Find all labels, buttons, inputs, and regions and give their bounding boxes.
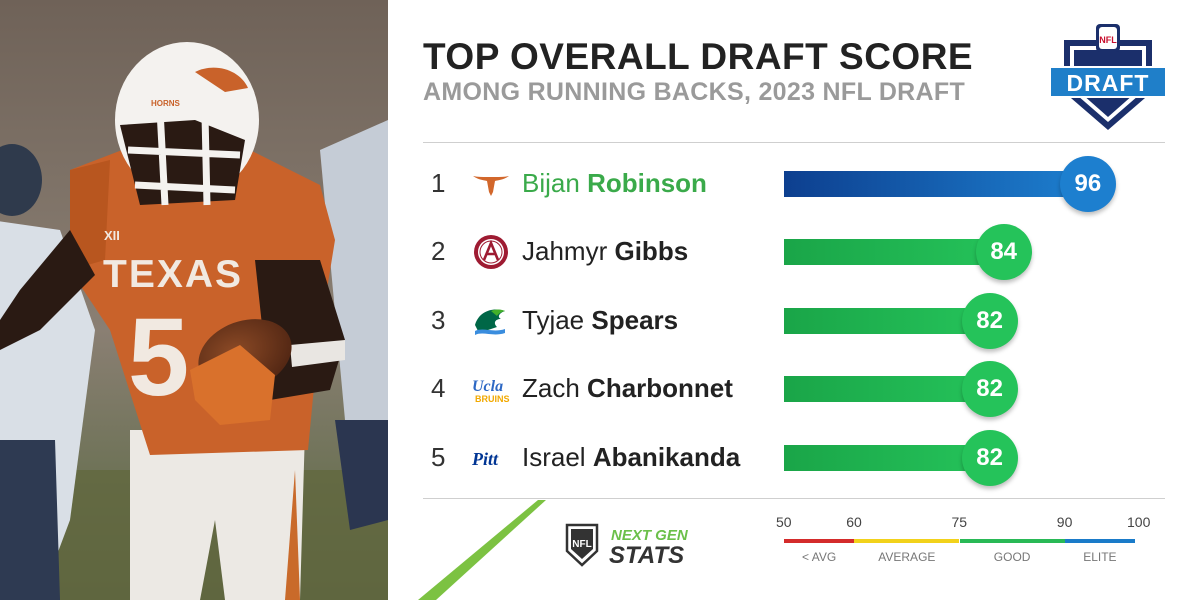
ngs-line1: NEXT GEN [611,527,689,544]
player-row: 1 Bijan Robinson 96 [388,154,1200,214]
rank-label: 4 [431,373,446,403]
player-last-name: Abanikanda [592,442,741,472]
pitt-logo-text: Pitt [471,449,499,469]
score-badge: 84 [975,224,1032,280]
ngs-nfl-text: NFL [572,539,591,550]
scale-tick-label: 75 [951,514,968,530]
score-badge: 82 [961,430,1018,486]
scale-segment [854,539,960,543]
nfl-draft-logo: NFL DRAFT [1049,24,1167,130]
scale-segment-label: GOOD [993,550,1031,564]
scale-segment-label: < AVG [802,550,837,564]
player-row: 3 Tyjae Spears 82 [388,291,1200,351]
player-first-name: Zach [522,373,580,403]
jersey-texas-text: TEXAS [103,253,243,296]
scale-segment-label: AVERAGE [878,550,936,564]
player-photo: HORNS TEXAS 5 XII [0,0,388,600]
header-divider [423,142,1165,143]
score-bar [784,308,990,334]
next-gen-stats-logo: NFL NEXT GEN STATS [565,521,715,574]
accent-stripe [418,500,546,600]
scale-segment [959,539,1065,543]
draft-logo-text: DRAFT [1067,70,1150,96]
score-badge: 96 [1059,156,1116,212]
alabama-icon [474,235,508,269]
helmet-text: HORNS [151,99,181,108]
player-first-name: Jahmyr [522,236,608,266]
svg-text:XII: XII [104,228,120,243]
chart-panel: TOP OVERALL DRAFT SCORE AMONG RUNNING BA… [388,0,1200,600]
texas-longhorn-icon [473,176,509,196]
rank-label: 1 [431,168,446,198]
scale-tick-label: 60 [846,514,862,530]
player-name: Israel Abanikanda [522,442,740,473]
player-name: Jahmyr Gibbs [522,236,688,267]
scale-segment [784,539,855,543]
scale-tick-label: 100 [1127,514,1151,530]
tulane-wave-icon [475,309,505,335]
score-bar [784,376,990,402]
score-badge: 82 [961,293,1018,349]
score-badge: 82 [961,361,1018,417]
scale-segment [1064,539,1135,543]
player-name: Zach Charbonnet [522,373,733,404]
player-first-name: Israel [522,442,586,472]
scale-tick-label: 50 [776,514,792,530]
rank-label: 5 [431,442,446,472]
scale-segment-label: ELITE [1083,550,1117,564]
chart-title: TOP OVERALL DRAFT SCORE [423,36,974,77]
player-row: 2 Jahmyr Gibbs 84 [388,222,1200,282]
player-last-name: Robinson [587,168,707,198]
ucla-icon: Ucla BRUINS [472,378,510,404]
scale-tick-label: 90 [1056,514,1073,530]
player-name: Bijan Robinson [522,168,707,199]
player-last-name: Charbonnet [587,373,733,403]
score-bar [784,445,990,471]
player-last-name: Gibbs [614,236,689,266]
pitt-icon: Pitt [471,449,499,469]
footer-divider [423,498,1165,499]
texas-player-image: HORNS TEXAS 5 XII [0,0,388,600]
ucla-bruins-text: BRUINS [475,394,510,404]
chart-subtitle: AMONG RUNNING BACKS, 2023 NFL DRAFT [423,78,966,106]
score-bar [784,171,1088,197]
player-name: Tyjae Spears [522,305,678,336]
jersey-number: 5 [128,296,189,419]
nfl-shield-text: NFL [1099,35,1117,45]
player-last-name: Spears [591,305,679,335]
rank-label: 2 [431,236,446,266]
ngs-line2: STATS [609,542,684,569]
player-first-name: Bijan [522,168,580,198]
player-row: 4 Ucla BRUINS Zach Charbonnet 82 [388,359,1200,419]
player-row: 5 Pitt Israel Abanikanda 82 [388,428,1200,488]
ucla-logo-text: Ucla [472,378,503,395]
rank-label: 3 [431,305,446,335]
player-first-name: Tyjae [522,305,585,335]
score-bar [784,239,1004,265]
